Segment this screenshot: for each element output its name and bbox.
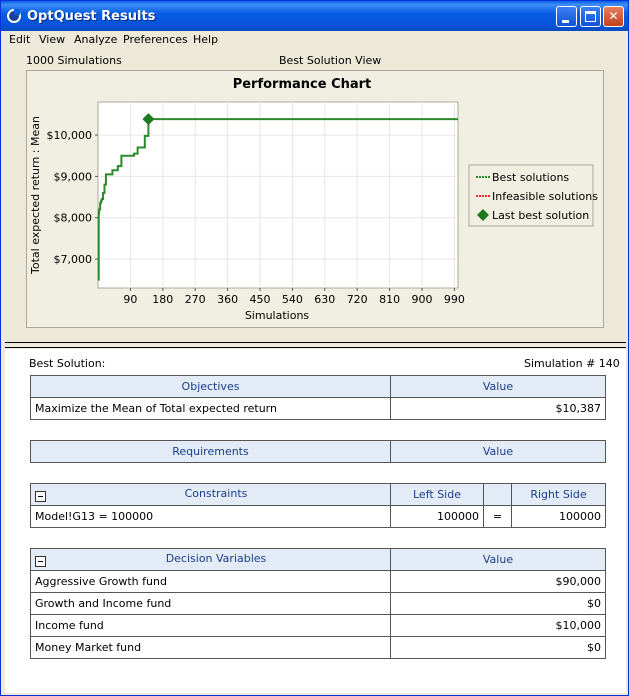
menu-analyze[interactable]: Analyze	[74, 33, 118, 46]
variable-value: $10,000	[390, 614, 606, 637]
requirements-value-header[interactable]: Value	[390, 440, 606, 463]
objectives-header-row: Objectives Value	[30, 375, 606, 398]
variable-value: $0	[390, 636, 606, 659]
decision-variables-table: Decision Variables Value Aggressive Grow…	[30, 548, 606, 659]
constraints-header-cell[interactable]: Constraints	[30, 483, 391, 506]
simulation-number-label: Simulation # 140	[524, 357, 620, 370]
y-tick-label: $8,000	[54, 212, 93, 225]
x-tick-label: 720	[347, 293, 368, 306]
x-gridlines	[129, 102, 455, 288]
decision-variables-header: Decision Variables	[165, 552, 267, 565]
table-row[interactable]: Maximize the Mean of Total expected retu…	[30, 397, 606, 420]
table-row[interactable]: Model!G13 = 100000 100000 = 100000	[30, 505, 606, 528]
objectives-value-header[interactable]: Value	[390, 375, 606, 398]
variable-value: $0	[390, 592, 606, 615]
legend-infeasible-solutions: Infeasible solutions	[492, 190, 598, 203]
variable-name: Money Market fund	[30, 636, 391, 659]
window-title: OptQuest Results	[27, 9, 156, 24]
x-tick-label: 900	[412, 293, 433, 306]
pane-splitter[interactable]	[5, 342, 626, 348]
variable-name: Growth and Income fund	[30, 592, 391, 615]
variable-value: $90,000	[390, 570, 606, 593]
constraint-operator: =	[483, 505, 512, 528]
last-best-solution-marker	[142, 113, 155, 126]
x-tick-label: 810	[379, 293, 400, 306]
requirements-header-row: Requirements Value	[30, 440, 606, 463]
chart-markers	[142, 113, 155, 126]
variable-name: Aggressive Growth fund	[30, 570, 391, 593]
best-solution-label: Best Solution:	[29, 357, 106, 370]
collapse-minus-icon[interactable]	[35, 556, 46, 567]
close-button[interactable]: ✕	[603, 6, 624, 27]
y-axis-label: Total expected return : Mean	[29, 116, 42, 275]
menu-view[interactable]: View	[39, 33, 66, 46]
legend-last-best-marker-icon	[477, 209, 489, 221]
constraint-expression: Model!G13 = 100000	[30, 505, 391, 528]
table-row[interactable]: Aggressive Growth fund $90,000	[30, 570, 606, 593]
requirements-header[interactable]: Requirements	[30, 440, 391, 463]
x-tick-label: 270	[185, 293, 206, 306]
collapse-minus-icon[interactable]	[35, 491, 46, 502]
maximize-icon	[585, 11, 596, 22]
constraints-table: Constraints Left Side Right Side Model!G…	[30, 483, 606, 528]
close-icon: ✕	[608, 9, 619, 23]
chart-title: Performance Chart	[233, 77, 372, 92]
x-axis-label: Simulations	[245, 309, 310, 322]
y-tick-label: $9,000	[54, 170, 93, 183]
table-row[interactable]: Growth and Income fund $0	[30, 592, 606, 615]
constraints-header-row: Constraints Left Side Right Side	[30, 483, 606, 506]
table-row[interactable]: Income fund $10,000	[30, 614, 606, 637]
x-tick-label: 630	[314, 293, 335, 306]
x-tick-label: 540	[282, 293, 303, 306]
x-tick-label: 450	[250, 293, 271, 306]
chart-legend: Best solutions Infeasible solutions Last…	[468, 164, 598, 227]
right-side-header[interactable]: Right Side	[511, 483, 606, 506]
requirements-table: Requirements Value	[30, 440, 606, 463]
y-axis-ticks: $7,000 $8,000 $9,000 $10,000	[47, 129, 98, 266]
constraint-left-side: 100000	[390, 505, 484, 528]
legend-best-solutions: Best solutions	[492, 171, 569, 184]
results-pane: Best Solution: Simulation # 140 Objectiv…	[5, 349, 626, 693]
view-label: Best Solution View	[279, 54, 382, 67]
y-tick-label: $10,000	[47, 129, 93, 142]
menu-edit[interactable]: Edit	[9, 33, 31, 46]
minimize-icon	[562, 20, 569, 23]
decision-variables-value-header[interactable]: Value	[390, 548, 606, 571]
x-axis-ticks: 90 180 270 360 450 540 630 720 810 900 990	[123, 288, 465, 306]
constraint-right-side: 100000	[511, 505, 606, 528]
menu-preferences[interactable]: Preferences	[123, 33, 188, 46]
series-line-best-solutions	[97, 118, 458, 281]
performance-chart-panel: Performance Chart 90 180 270 360 450 540 630 72…	[26, 70, 604, 328]
decision-variables-header-cell[interactable]: Decision Variables	[30, 548, 391, 571]
maximize-button[interactable]	[580, 6, 601, 27]
x-tick-label: 360	[217, 293, 238, 306]
variable-name: Income fund	[30, 614, 391, 637]
objectives-table: Objectives Value Maximize the Mean of To…	[30, 375, 606, 420]
menu-bar: Edit View Analyze Preferences Help	[1, 31, 628, 49]
y-tick-label: $7,000	[54, 253, 93, 266]
table-row[interactable]: Money Market fund $0	[30, 636, 606, 659]
x-tick-label: 990	[444, 293, 465, 306]
objectives-header[interactable]: Objectives	[30, 375, 391, 398]
plot-area	[97, 101, 459, 289]
y-gridlines	[98, 134, 458, 260]
minimize-button[interactable]	[556, 6, 577, 27]
x-tick-label: 90	[123, 293, 137, 306]
constraints-header: Constraints	[184, 487, 248, 500]
title-bar[interactable]: OptQuest Results ✕	[1, 1, 628, 31]
optquest-app-icon	[7, 9, 21, 23]
objective-value: $10,387	[390, 397, 606, 420]
performance-chart: Performance Chart 90 180 270 360 450 540 630 72…	[29, 77, 598, 322]
simulations-count-label: 1000 Simulations	[26, 54, 122, 67]
menu-help[interactable]: Help	[193, 33, 219, 46]
operator-header	[483, 483, 512, 506]
left-side-header[interactable]: Left Side	[390, 483, 484, 506]
objective-name: Maximize the Mean of Total expected retu…	[30, 397, 391, 420]
legend-last-best-solution: Last best solution	[492, 209, 589, 222]
x-tick-label: 180	[152, 293, 173, 306]
decision-variables-header-row: Decision Variables Value	[30, 548, 606, 571]
